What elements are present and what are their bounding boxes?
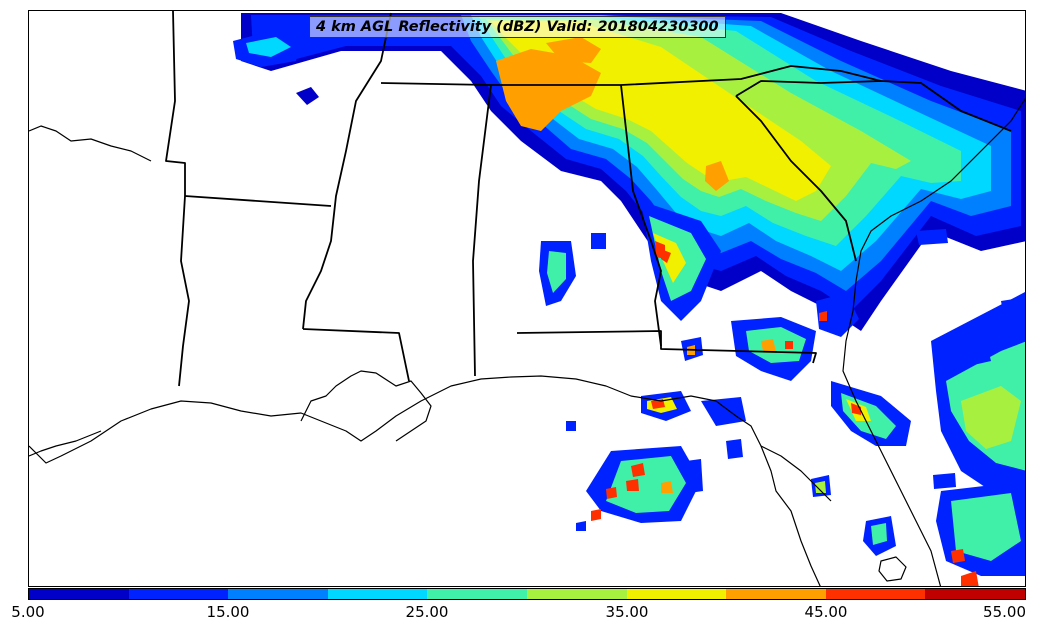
colorbar-segment	[228, 589, 328, 599]
boundary-tx-la	[178, 195, 190, 387]
coastline-tx-la-shore	[29, 430, 102, 457]
colorbar-tick-label: 25.00	[405, 603, 449, 621]
boundary-tx-ar-ok	[165, 11, 186, 196]
colorbar-tick-label: 15.00	[206, 603, 250, 621]
storm-blob-north-central	[233, 31, 319, 105]
colorbar-tick-label: 5.00	[11, 603, 45, 621]
colorbar-segment	[626, 589, 727, 599]
colorbar-segment	[825, 589, 926, 599]
colorbar-segment	[327, 589, 428, 599]
storm-cells-gulf	[566, 421, 743, 531]
boundary-ar-la	[184, 195, 332, 207]
boundary-ga-sc-river	[735, 95, 857, 262]
storm-cells-north-florida	[641, 293, 859, 426]
map-title: 4 km AGL Reflectivity (dBZ) Valid: 20180…	[309, 16, 726, 38]
coastline-atlantic	[842, 98, 1025, 586]
lake-okeechobee	[878, 556, 907, 582]
storm-cells-east-florida	[831, 292, 1025, 501]
boundary-ms-river	[302, 12, 392, 330]
storm-band-northeast	[241, 13, 1025, 331]
colorbar-segment	[526, 589, 627, 599]
storm-cells-south	[811, 229, 1025, 586]
colorbar-segment	[128, 589, 229, 599]
boundary-la-ms	[302, 328, 410, 382]
state-boundaries	[165, 11, 1012, 387]
coastline-gulf-west	[29, 375, 821, 586]
colorbar-segment	[427, 589, 527, 599]
colorbar-tick-label: 45.00	[804, 603, 848, 621]
boundary-tn-south	[491, 65, 842, 86]
coastline-texas-west	[29, 125, 152, 162]
reflectivity-map	[29, 11, 1025, 586]
map-panel	[28, 10, 1026, 587]
boundary-nc-sc	[840, 70, 882, 82]
colorbar-tick-label: 35.00	[605, 603, 649, 621]
reflectivity-field	[233, 13, 1025, 586]
colorbar	[28, 588, 1026, 600]
coastline-fl-big-bend	[760, 445, 832, 502]
storm-cells-al-ga	[539, 201, 721, 321]
colorbar-segment	[925, 589, 1025, 599]
colorbar-segment	[29, 589, 129, 599]
boundary-ms-al	[380, 82, 492, 377]
boundary-al-ga	[620, 84, 662, 347]
coastlines	[29, 98, 1025, 586]
colorbar-tick-label: 55.00	[983, 603, 1026, 621]
colorbar-segment	[726, 589, 826, 599]
coastline-louisiana-marsh	[300, 370, 432, 442]
boundary-al-fl	[516, 330, 817, 364]
